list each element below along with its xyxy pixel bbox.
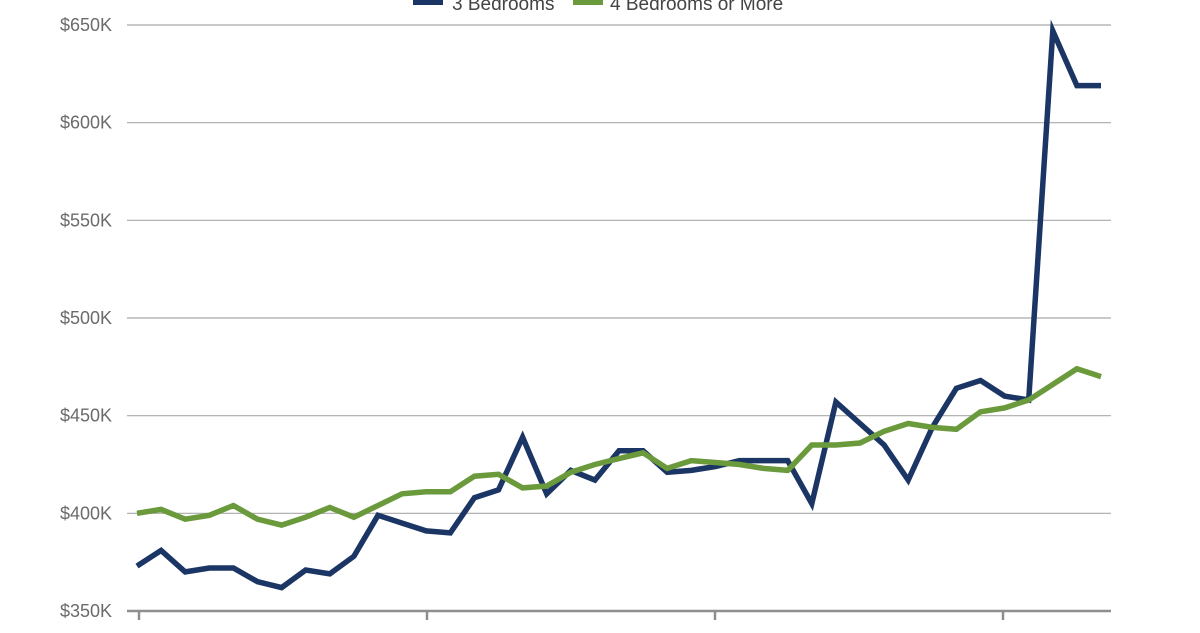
y-tick-label: $600K	[60, 113, 112, 133]
legend-label: 3 Bedrooms	[452, 0, 554, 15]
legend-item[interactable]: 3 Bedrooms	[413, 0, 554, 15]
grid-layer	[127, 25, 1111, 513]
series-three-bedrooms	[137, 31, 1101, 588]
y-tick-label: $350K	[60, 601, 112, 621]
legend-swatch	[573, 0, 603, 5]
series-layer	[137, 31, 1101, 588]
y-tick-label: $650K	[60, 15, 112, 35]
legend-label: 4 Bedrooms or More	[610, 0, 783, 15]
chart-legend[interactable]: 3 Bedrooms 4 Bedrooms or More	[413, 0, 783, 15]
legend-swatch	[413, 0, 443, 5]
legend-item[interactable]: 4 Bedrooms or More	[573, 0, 783, 15]
series-line	[137, 31, 1101, 588]
y-tick-label: $450K	[60, 406, 112, 426]
y-tick-label: $500K	[60, 308, 112, 328]
y-tick-label: $400K	[60, 503, 112, 523]
y-tick-label: $550K	[60, 210, 112, 230]
